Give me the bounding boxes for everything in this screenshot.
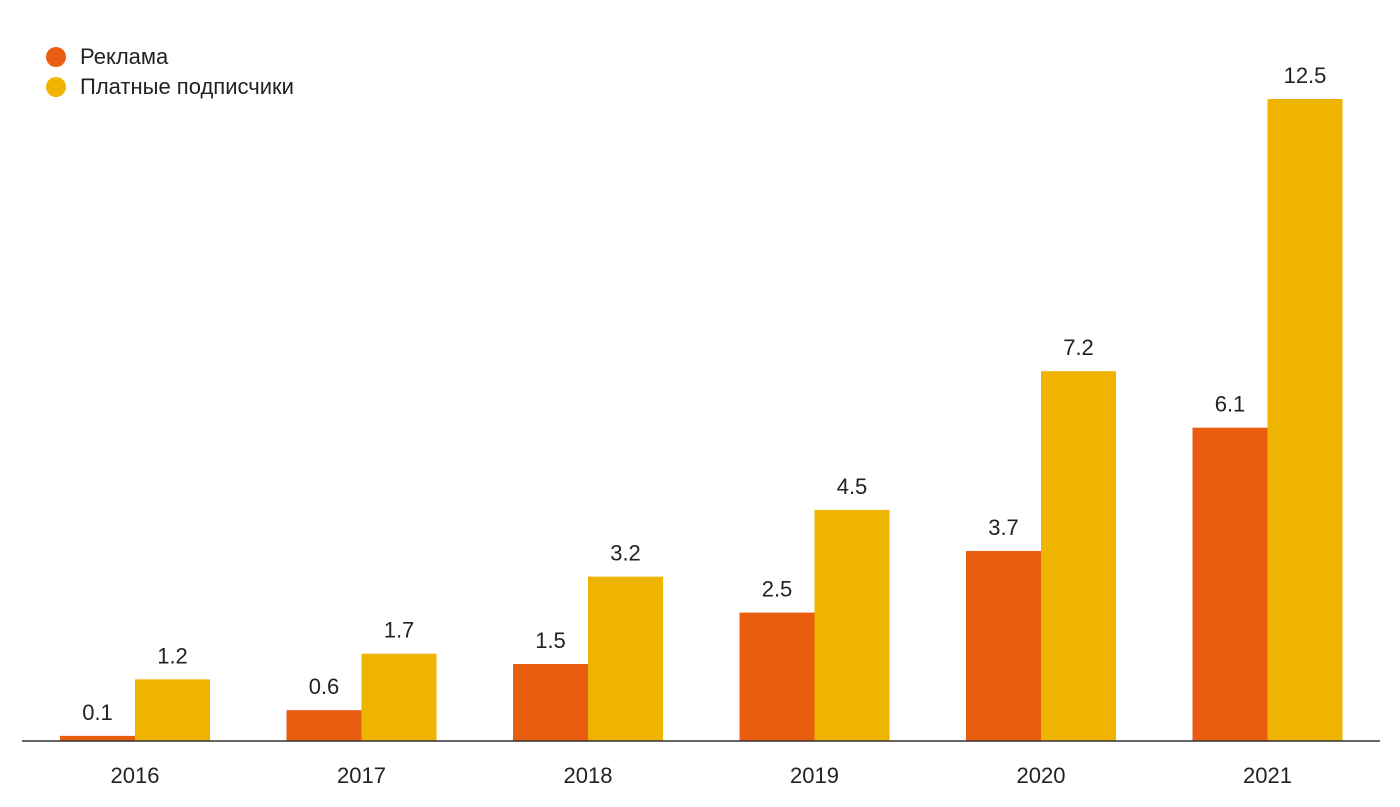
legend-swatch-advertising bbox=[46, 47, 66, 67]
bars-group bbox=[60, 99, 1343, 741]
x-tick-label-2020: 2020 bbox=[1017, 763, 1066, 788]
x-tick-labels-group: 2016 2017 2018 2019 2020 2021 bbox=[111, 763, 1292, 788]
x-tick-label-2019: 2019 bbox=[790, 763, 839, 788]
value-label-paid-subscribers-2017: 1.7 bbox=[384, 618, 415, 643]
bar-paid-subscribers-2019 bbox=[814, 509, 890, 741]
bar-advertising-2017 bbox=[286, 710, 362, 741]
value-label-paid-subscribers-2021: 12.5 bbox=[1284, 63, 1327, 88]
legend-label-advertising: Реклама bbox=[80, 44, 169, 69]
bar-advertising-2021 bbox=[1192, 427, 1268, 741]
value-label-paid-subscribers-2016: 1.2 bbox=[157, 643, 188, 668]
value-label-advertising-2017: 0.6 bbox=[309, 674, 340, 699]
bar-paid-subscribers-2016 bbox=[135, 679, 210, 741]
bar-paid-subscribers-2018 bbox=[588, 576, 663, 741]
value-label-advertising-2021: 6.1 bbox=[1215, 392, 1246, 417]
x-tick-label-2017: 2017 bbox=[337, 763, 386, 788]
value-label-advertising-2020: 3.7 bbox=[988, 515, 1019, 540]
bar-advertising-2020 bbox=[966, 550, 1041, 741]
legend-item-paid-subscribers: Платные подписчики bbox=[46, 72, 294, 102]
value-label-paid-subscribers-2020: 7.2 bbox=[1063, 335, 1094, 360]
bar-paid-subscribers-2021 bbox=[1267, 99, 1343, 741]
value-label-paid-subscribers-2019: 4.5 bbox=[837, 474, 868, 499]
value-label-advertising-2016: 0.1 bbox=[82, 700, 113, 725]
value-label-advertising-2019: 2.5 bbox=[762, 577, 793, 602]
x-tick-label-2018: 2018 bbox=[564, 763, 613, 788]
legend-item-advertising: Реклама bbox=[46, 42, 294, 72]
bar-advertising-2016 bbox=[60, 735, 135, 741]
bar-advertising-2018 bbox=[513, 663, 588, 741]
bar-paid-subscribers-2020 bbox=[1041, 371, 1116, 741]
value-label-advertising-2018: 1.5 bbox=[535, 628, 566, 653]
bar-paid-subscribers-2017 bbox=[361, 653, 437, 741]
legend-label-paid-subscribers: Платные подписчики bbox=[80, 74, 294, 99]
legend: Реклама Платные подписчики bbox=[46, 42, 294, 102]
x-tick-label-2016: 2016 bbox=[111, 763, 160, 788]
legend-swatch-paid-subscribers bbox=[46, 77, 66, 97]
bar-advertising-2019 bbox=[739, 612, 815, 741]
x-tick-label-2021: 2021 bbox=[1243, 763, 1292, 788]
value-label-paid-subscribers-2018: 3.2 bbox=[610, 541, 641, 566]
value-labels-group: 0.1 1.2 0.6 1.7 1.5 3.2 2.5 4.5 3.7 7.2 6.1 12.5 bbox=[82, 63, 1326, 725]
